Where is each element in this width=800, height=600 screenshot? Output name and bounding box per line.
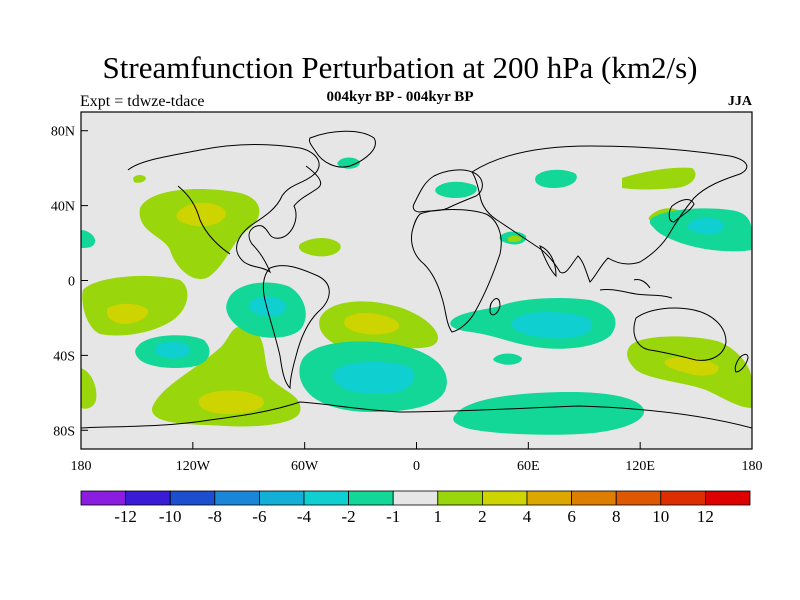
- colorbar-label-3: -6: [252, 507, 267, 526]
- contour-pos-australia-core: [664, 357, 719, 376]
- colorbar-label-4: -4: [296, 507, 312, 526]
- contour-pos-spacific-core: [106, 303, 149, 324]
- contour-neg-npacwest-core: [687, 217, 725, 235]
- colorbar-box-14: [705, 490, 751, 506]
- colorbar-box-1: [125, 490, 171, 506]
- colorbar-label-13: 12: [696, 507, 714, 526]
- contour-pos-sopacific-core: [198, 390, 264, 414]
- lon-tick-label-6: 180: [742, 459, 763, 474]
- contour-pos-atlantic-tropic: [298, 238, 341, 257]
- lon-tick-label-3: 0: [413, 459, 420, 474]
- colorbar-box-3: [214, 490, 260, 506]
- coastlines: [81, 130, 752, 429]
- colorbar-label-12: 10: [652, 507, 670, 526]
- lon-tick-label-0: 180: [71, 459, 92, 474]
- colorbar-label-2: -8: [207, 507, 222, 526]
- colorbar-box-6: [348, 490, 394, 506]
- contour-pos-npacific: [139, 189, 260, 280]
- map-title: Streamfunction Perturbation at 200 hPa (…: [102, 50, 698, 85]
- colorbar-box-2: [169, 490, 216, 506]
- colorbar-label-10: 6: [567, 507, 576, 526]
- contour-pos-westedge: [81, 368, 97, 409]
- contour-pos-satlantic-core: [344, 313, 400, 335]
- contour-neg-sindian: [453, 392, 645, 435]
- lat-tick-label-0: 80N: [51, 125, 75, 140]
- colorbar-label-0: -12: [114, 507, 137, 526]
- colorbar-label-6: -1: [386, 507, 401, 526]
- lat-tick-label-1: 40N: [51, 200, 75, 215]
- contour-neg-greenland: [337, 157, 360, 169]
- latitude-axis: 80N 40N 0 40S 80S: [51, 125, 88, 439]
- colorbar-label-9: 4: [522, 507, 532, 526]
- lon-tick-label-1: 120W: [176, 459, 211, 474]
- colorbar-box-7: [392, 490, 439, 506]
- contour-neg-small-indian: [493, 353, 522, 365]
- colorbar-box-9: [481, 490, 528, 506]
- colorbar-label-1: -10: [158, 507, 182, 526]
- colorbar-box-4: [258, 490, 305, 506]
- contour-neg-europe: [435, 181, 477, 198]
- lat-tick-label-2: 0: [68, 275, 75, 290]
- lat-tick-label-4: 80S: [53, 424, 75, 439]
- contour-neg-indian-core: [511, 312, 593, 339]
- colorbar-label-8: 2: [478, 507, 487, 526]
- lon-tick-label-4: 60E: [517, 459, 540, 474]
- contour-neg-soatlantic-core: [332, 361, 415, 394]
- contour-pos-arabia-core: [508, 235, 522, 243]
- experiment-label: Expt = tdwze-tdace: [80, 93, 205, 110]
- colorbar-box-10: [526, 490, 572, 506]
- colorbar-label-7: 1: [433, 507, 443, 526]
- colorbar-box-5: [303, 490, 349, 506]
- contour-pos-npacific-core: [176, 202, 226, 227]
- contour-neg-sampacific-core: [248, 296, 287, 317]
- contour-fills: [81, 157, 752, 435]
- contour-neg-siberia: [535, 169, 577, 188]
- contour-pos-small1: [133, 175, 146, 183]
- colorbar-box-8: [437, 490, 483, 506]
- colorbar-box-0: [80, 490, 126, 506]
- colorbar: [80, 490, 751, 506]
- season-label: JJA: [727, 94, 752, 109]
- lon-tick-label-5: 120E: [625, 459, 655, 474]
- contour-pos-npac-east: [622, 167, 696, 190]
- colorbar-box-12: [615, 490, 662, 506]
- colorbar-label-11: 8: [611, 507, 621, 526]
- contour-neg-spacific-core: [154, 341, 191, 359]
- lon-tick-label-2: 60W: [291, 459, 319, 474]
- contour-neg-westedge: [81, 230, 96, 248]
- colorbar-box-13: [660, 490, 706, 506]
- colorbar-label-5: -2: [341, 507, 356, 526]
- colorbar-box-11: [571, 490, 617, 506]
- longitude-axis: 180 120W 60W 0 60E 120E 180: [71, 442, 763, 474]
- map-subtitle: 004kyr BP - 004kyr BP: [326, 89, 474, 105]
- lat-tick-label-3: 40S: [53, 349, 75, 364]
